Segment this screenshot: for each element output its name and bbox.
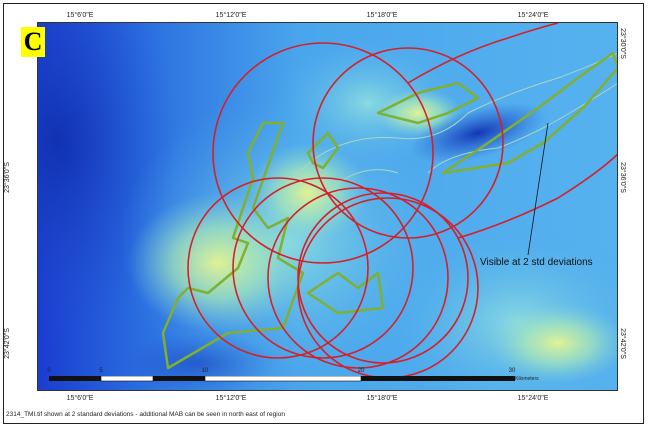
- scale-label: 20: [357, 368, 365, 374]
- scale-segment: [204, 376, 362, 382]
- low-anomaly-south: [118, 333, 278, 390]
- scale-unit: Kilometers: [515, 376, 539, 382]
- top-tick-label: 15°24'0"E: [517, 12, 549, 19]
- radius-circle: [297, 192, 469, 364]
- contour-line: [297, 52, 617, 174]
- annotation-text: Visible at 2 std deviations: [480, 257, 593, 268]
- top-tick-label: 15°12'0"E: [215, 12, 247, 19]
- high-anomaly-center: [248, 143, 368, 243]
- right-tick-label: 23°36'0"S: [618, 162, 626, 193]
- right-tick-label: 23°42'0"S: [618, 328, 626, 359]
- bottom-tick-label: 15°18'0"E: [366, 395, 398, 402]
- scale-label: 30: [508, 368, 516, 374]
- scale-segment: [100, 376, 154, 382]
- top-tick-label: 15°6'0"E: [66, 12, 94, 19]
- scale-label: 10: [201, 368, 209, 374]
- bottom-tick-label: 15°6'0"E: [66, 395, 94, 402]
- map-caption: 2314_TMI.tif shown at 2 standard deviati…: [6, 411, 285, 418]
- polygon-northeast: [441, 51, 617, 175]
- scale-label: 0: [47, 368, 51, 374]
- radius-circle: [312, 47, 504, 239]
- high-anomaly-southeast: [488, 303, 617, 383]
- search-radius-circles: [187, 23, 617, 379]
- annotation-leader: [527, 122, 549, 256]
- magnetic-map: [37, 22, 618, 391]
- low-anomaly-northeast: [410, 102, 546, 164]
- left-tick-label: 23°42'0"S: [3, 328, 11, 359]
- panel-label: C: [21, 27, 45, 57]
- scale-bar: [49, 376, 515, 382]
- polygon-north: [376, 81, 480, 125]
- contour-line: [427, 83, 617, 174]
- radius-circle: [232, 177, 414, 359]
- scale-segment: [49, 376, 101, 381]
- radius-arc: [407, 23, 559, 84]
- map-canvas: [38, 23, 617, 390]
- high-anomaly-southwest: [128, 193, 308, 333]
- scale-label: 5: [99, 368, 103, 374]
- left-tick-label: 23°36'0"S: [3, 162, 11, 193]
- radius-arc: [457, 153, 617, 239]
- radius-circle: [267, 187, 449, 369]
- polygon-south-center: [306, 271, 385, 315]
- scale-segment: [361, 376, 515, 381]
- radius-circle: [212, 42, 434, 264]
- top-tick-label: 15°18'0"E: [366, 12, 398, 19]
- bottom-tick-label: 15°24'0"E: [517, 395, 549, 402]
- scale-segment: [153, 376, 205, 381]
- radius-circle: [187, 177, 369, 359]
- bottom-tick-label: 15°12'0"E: [215, 395, 247, 402]
- right-tick-label: 23°30'0"S: [618, 28, 626, 59]
- polygon-center-small: [306, 131, 340, 170]
